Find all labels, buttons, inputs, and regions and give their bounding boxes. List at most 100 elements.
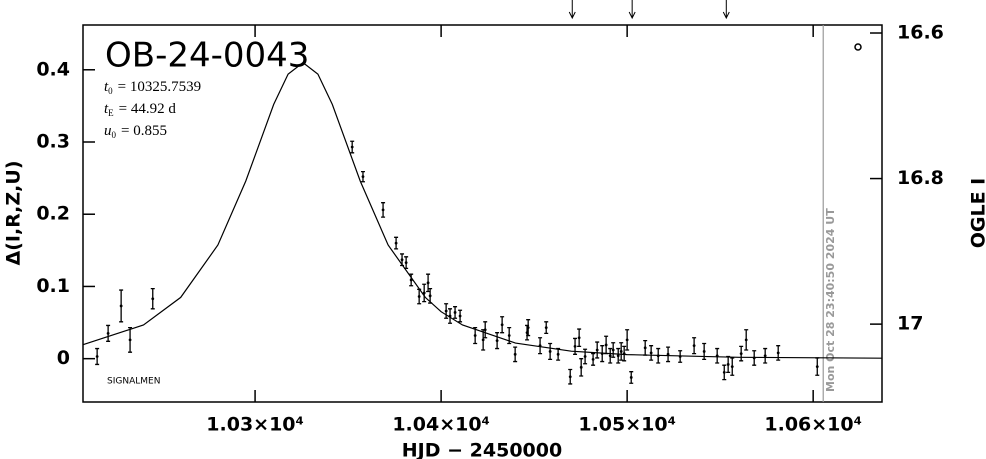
y2-axis-label: OGLE I — [968, 178, 986, 249]
y-axis-label: Δ(I,R,Z,U) — [3, 161, 25, 266]
data-point — [428, 294, 432, 298]
data-point — [361, 175, 365, 179]
data-point — [119, 304, 123, 308]
data-point — [815, 365, 819, 369]
data-point — [495, 339, 499, 343]
param: tE = 44.92 d — [104, 101, 176, 118]
data-point — [591, 357, 595, 361]
data-point — [715, 354, 719, 358]
data-point — [128, 338, 132, 342]
data-point — [548, 350, 552, 353]
data-point — [722, 370, 726, 374]
data-point — [106, 331, 110, 335]
data-point — [513, 352, 517, 356]
data-point — [616, 354, 620, 358]
param-text: = 44.92 d — [119, 101, 177, 117]
data-point — [453, 311, 457, 314]
marker-circle — [854, 43, 862, 51]
y-tick-label: 0.4 — [36, 58, 70, 80]
arrow — [722, 0, 730, 20]
data-point — [763, 354, 767, 358]
data-point — [481, 338, 485, 342]
data-point — [444, 309, 448, 313]
data-point — [500, 323, 504, 327]
data-point — [595, 348, 599, 352]
data-point — [458, 314, 462, 318]
timestamp: Mon Oct 28 23:40:50 2024 UT — [824, 208, 837, 392]
data-point — [583, 355, 587, 358]
data-point — [744, 338, 748, 342]
param-subscript: 0 — [112, 130, 117, 140]
data-point — [656, 354, 660, 358]
data-point — [448, 314, 452, 318]
y2-tick-label: 17 — [897, 313, 923, 335]
data-point — [702, 350, 706, 353]
param: u0 = 0.855 — [104, 123, 167, 140]
data-point — [604, 343, 608, 347]
data-point — [544, 326, 548, 330]
y-tick-label: 0.1 — [36, 275, 70, 297]
param-subscript: E — [108, 108, 114, 118]
y-tick-label: 0.2 — [36, 203, 70, 225]
x-tick-label: 1.04×10⁴ — [392, 414, 490, 436]
footnote: SIGNALMEN — [107, 377, 160, 387]
model-curve — [82, 61, 883, 359]
data-point — [422, 291, 426, 295]
param-text: = 10325.7539 — [118, 79, 201, 95]
param: t0 = 10325.7539 — [104, 79, 201, 96]
data-point — [666, 352, 670, 356]
data-point — [726, 363, 730, 366]
data-point — [752, 356, 756, 360]
data-point — [95, 355, 99, 358]
data-point — [739, 352, 743, 356]
data-point — [579, 365, 583, 369]
y-tick-label: 0 — [57, 347, 70, 369]
y2-tick-label: 16.8 — [897, 167, 944, 189]
data-point — [611, 348, 615, 352]
data-point — [678, 355, 682, 358]
param-text: = 0.855 — [121, 123, 167, 139]
y2-tick-label: 16.6 — [897, 22, 944, 44]
data-point — [643, 346, 647, 350]
data-point — [381, 208, 385, 212]
data-point — [394, 241, 398, 245]
data-point — [483, 328, 487, 332]
data-point — [692, 344, 696, 348]
data-point — [608, 354, 612, 358]
param-symbol: t — [104, 79, 109, 95]
data-point — [573, 344, 577, 348]
param-subscript: 0 — [108, 86, 113, 96]
data-point — [473, 334, 477, 337]
plot-frame — [82, 24, 883, 403]
data-point — [417, 295, 421, 298]
arrow — [568, 0, 576, 20]
data-point — [568, 375, 572, 379]
chart-title: OB-24-0043 — [105, 36, 309, 76]
data-point — [350, 145, 354, 149]
y-tick-label: 0.3 — [36, 131, 70, 153]
data-point — [507, 334, 511, 337]
data-point — [426, 281, 430, 285]
param-symbol: t — [104, 101, 109, 117]
data-point — [577, 336, 581, 340]
data-point — [622, 352, 626, 356]
param-symbol: u — [104, 123, 112, 139]
x-tick-label: 1.06×10⁴ — [764, 414, 862, 436]
data-point — [776, 351, 780, 355]
x-tick-label: 1.05×10⁴ — [578, 414, 676, 436]
data-point — [151, 297, 155, 301]
data-point — [730, 365, 734, 369]
data-point — [526, 326, 530, 330]
data-point — [404, 261, 408, 265]
data-point — [409, 278, 413, 282]
x-tick-label: 1.03×10⁴ — [206, 414, 304, 436]
arrow — [628, 0, 636, 20]
data-point — [649, 351, 653, 355]
x-axis-label: HJD − 2450000 — [402, 440, 562, 459]
data-point — [538, 344, 542, 348]
data-point — [625, 338, 629, 342]
data-point — [629, 376, 633, 379]
data-point — [556, 352, 560, 356]
data-point — [600, 352, 604, 356]
